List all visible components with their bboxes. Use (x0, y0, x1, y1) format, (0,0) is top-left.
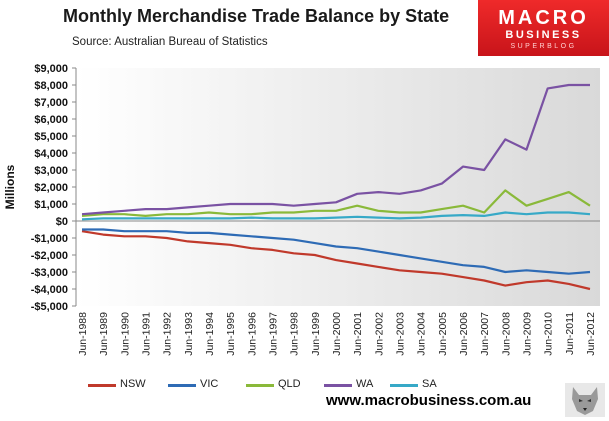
y-tick-label: -$4,000 (31, 284, 68, 296)
macrobusiness-logo: MACRO BUSINESS SUPERBLOG (478, 0, 609, 56)
legend-swatch (246, 384, 274, 387)
legend-label: QLD (278, 378, 301, 390)
series-line-vic (82, 228, 591, 275)
series-line-sa (81, 211, 591, 221)
y-tick-label: $5,000 (34, 131, 68, 143)
logo-line-2: BUSINESS (505, 29, 582, 41)
x-tick-label: Jun-2001 (352, 312, 364, 356)
x-tick-label: Jun-2012 (585, 312, 597, 356)
x-tick-label: Jun-1995 (225, 312, 237, 356)
series-lines (81, 83, 591, 291)
x-tick-label: Jun-1988 (77, 312, 89, 356)
y-tick-label: $2,000 (34, 182, 68, 194)
x-tick-label: Jun-2000 (331, 312, 343, 356)
legend-swatch (324, 384, 352, 387)
website-url: www.macrobusiness.com.au (326, 392, 532, 409)
y-tick-label: $3,000 (34, 165, 68, 177)
y-tick-label: -$5,000 (31, 301, 68, 313)
y-tick-label: $7,000 (34, 97, 68, 109)
series-line-qld (81, 189, 591, 217)
wolf-logo-icon (565, 383, 605, 417)
x-tick-label: Jun-1994 (204, 312, 216, 356)
x-tick-label: Jun-1992 (162, 312, 174, 356)
y-tick-label: -$3,000 (31, 267, 68, 279)
x-tick-label: Jun-2008 (500, 312, 512, 356)
x-tick-label: Jun-2005 (437, 312, 449, 356)
legend-label: WA (356, 378, 374, 390)
legend-swatch (88, 384, 116, 387)
logo-line-1: MACRO (498, 7, 589, 29)
series-line-nsw (81, 230, 591, 291)
y-tick-label: $0 (56, 216, 68, 228)
x-tick-label: Jun-2004 (416, 312, 428, 356)
y-axis-title: Millions (3, 164, 17, 209)
series-line-wa (81, 83, 590, 216)
y-tick-label: $9,000 (34, 63, 68, 75)
y-tick-label: -$2,000 (31, 250, 68, 262)
x-tick-label: Jun-1991 (141, 312, 153, 356)
logo-line-3: SUPERBLOG (510, 43, 577, 50)
chart-subtitle: Source: Australian Bureau of Statistics (72, 36, 268, 48)
plot-area (76, 68, 600, 306)
x-tick-label: Jun-2003 (395, 312, 407, 356)
x-tick-label: Jun-2010 (543, 312, 555, 356)
x-tick-label: Jun-1996 (246, 312, 258, 356)
x-axis: Jun-1988 Jun-1989 Jun-1990 Jun-1991 Jun-1992… (76, 220, 600, 356)
legend-label: NSW (120, 378, 146, 390)
legend-swatch (168, 384, 196, 387)
x-tick-label: Jun-1997 (268, 312, 280, 356)
x-tick-label: Jun-1998 (289, 312, 301, 356)
x-tick-label: Jun-2006 (458, 312, 470, 356)
x-tick-label: Jun-1989 (98, 312, 110, 356)
x-tick-label: Jun-2002 (373, 312, 385, 356)
legend-label: SA (422, 378, 437, 390)
y-tick-label: $8,000 (34, 80, 68, 92)
y-axis: $9,000 $8,000 $7,000 $6,000 $5,000 $4,000 $3,0… (31, 63, 77, 313)
x-tick-label: Jun-1990 (119, 312, 131, 356)
y-tick-label: $1,000 (34, 199, 68, 211)
y-tick-label: $6,000 (34, 114, 68, 126)
y-tick-label: -$1,000 (31, 233, 68, 245)
y-tick-label: $4,000 (34, 148, 68, 160)
legend-swatch (390, 384, 418, 387)
chart-title: Monthly Merchandise Trade Balance by Sta… (63, 6, 450, 26)
x-tick-label: Jun-1993 (183, 312, 195, 356)
x-tick-label: Jun-2011 (564, 312, 576, 355)
x-tick-label: Jun-2009 (522, 312, 534, 356)
line-chart: $9,000 $8,000 $7,000 $6,000 $5,000 $4,000 $3,0… (3, 63, 600, 356)
x-tick-label: Jun-1999 (310, 312, 322, 356)
x-tick-label: Jun-2007 (479, 312, 491, 356)
legend-label: VIC (200, 378, 219, 390)
